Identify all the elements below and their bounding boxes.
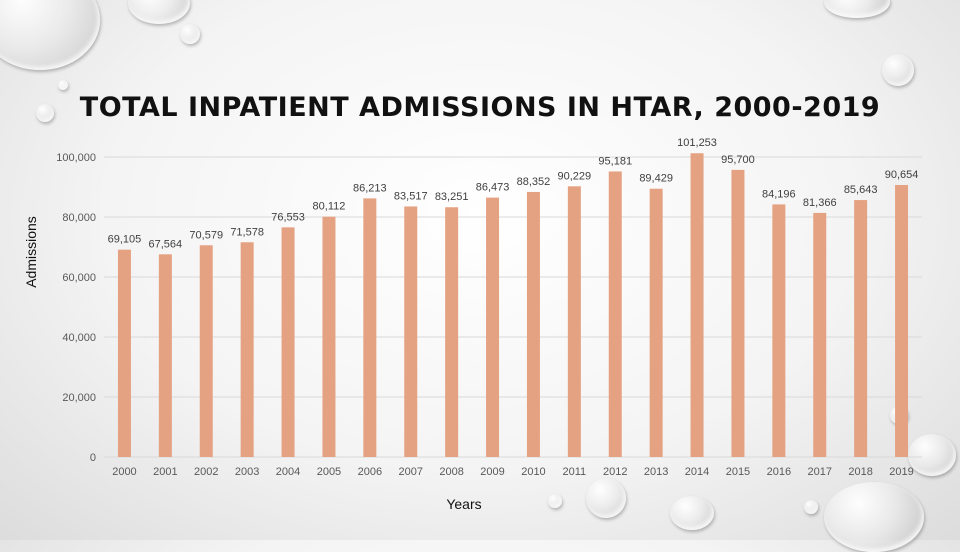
x-tick-label: 2009 bbox=[480, 466, 504, 478]
bar bbox=[895, 185, 909, 457]
data-label: 88,352 bbox=[517, 176, 551, 188]
y-axis-title: Admissions bbox=[23, 216, 39, 288]
bar bbox=[608, 171, 622, 457]
bar bbox=[526, 191, 540, 457]
bar bbox=[322, 216, 336, 457]
data-label: 84,196 bbox=[762, 188, 796, 200]
y-tick-label: 80,000 bbox=[62, 212, 96, 224]
bar bbox=[486, 197, 500, 457]
x-tick-label: 2014 bbox=[685, 466, 709, 478]
data-label: 90,654 bbox=[885, 169, 919, 181]
bar bbox=[690, 153, 704, 457]
bar bbox=[404, 206, 418, 457]
bar bbox=[363, 198, 377, 457]
data-label: 71,578 bbox=[230, 226, 264, 238]
water-drop-decoration bbox=[548, 494, 562, 508]
x-tick-label: 2007 bbox=[399, 466, 423, 478]
y-tick-label: 20,000 bbox=[62, 392, 96, 404]
water-drop-decoration bbox=[804, 500, 818, 514]
bar bbox=[117, 249, 131, 457]
bar bbox=[731, 169, 745, 457]
x-tick-label: 2013 bbox=[644, 466, 668, 478]
slide-title: TOTAL INPATIENT ADMISSIONS IN HTAR, 2000… bbox=[79, 92, 881, 123]
x-tick-label: 2012 bbox=[603, 466, 627, 478]
data-label: 85,643 bbox=[844, 184, 878, 196]
water-drop-decoration bbox=[180, 24, 200, 44]
data-label: 89,429 bbox=[639, 173, 673, 185]
x-tick-label: 2008 bbox=[439, 466, 463, 478]
data-label: 67,564 bbox=[149, 238, 183, 250]
data-label: 76,553 bbox=[271, 211, 305, 223]
data-label: 81,366 bbox=[803, 197, 837, 209]
data-label: 69,105 bbox=[108, 234, 142, 246]
x-tick-label: 2016 bbox=[767, 466, 791, 478]
data-label: 95,700 bbox=[721, 154, 755, 166]
data-label: 86,473 bbox=[476, 182, 510, 194]
data-label: 95,181 bbox=[598, 155, 632, 167]
water-drop-decoration bbox=[908, 434, 956, 476]
y-tick-label: 0 bbox=[90, 452, 96, 464]
bar bbox=[281, 227, 295, 457]
x-tick-label: 2005 bbox=[317, 466, 341, 478]
x-tick-label: 2006 bbox=[358, 466, 382, 478]
bar bbox=[240, 242, 254, 457]
y-axis-ticks: 0 20,000 40,000 60,000 80,000 100,000 bbox=[56, 152, 96, 464]
bar bbox=[199, 245, 213, 457]
x-tick-label: 2001 bbox=[153, 466, 177, 478]
water-drop-decoration bbox=[586, 478, 626, 518]
data-label: 70,579 bbox=[189, 229, 223, 241]
x-tick-label: 2004 bbox=[276, 466, 300, 478]
x-tick-label: 2010 bbox=[521, 466, 545, 478]
x-tick-label: 2015 bbox=[726, 466, 750, 478]
data-label: 101,253 bbox=[677, 137, 717, 149]
water-drop-decoration bbox=[670, 496, 714, 530]
bar bbox=[854, 200, 868, 458]
data-label: 90,229 bbox=[558, 170, 592, 182]
bar bbox=[567, 186, 581, 458]
data-label: 83,251 bbox=[435, 191, 469, 203]
data-label: 83,517 bbox=[394, 190, 428, 202]
x-tick-label: 2011 bbox=[563, 466, 587, 478]
bar bbox=[445, 207, 459, 457]
bar bbox=[158, 254, 172, 457]
water-drop-decoration bbox=[36, 104, 54, 122]
bar bbox=[813, 212, 827, 457]
x-axis-ticks: 2000 2001 2002 2003 2004 2005 2006 2007 2008 2009… bbox=[112, 466, 914, 478]
y-tick-label: 40,000 bbox=[62, 332, 96, 344]
y-tick-label: 60,000 bbox=[62, 272, 96, 284]
water-drop-decoration bbox=[882, 54, 914, 86]
data-label: 80,112 bbox=[313, 201, 346, 213]
water-drop-decoration bbox=[824, 0, 890, 18]
data-label: 86,213 bbox=[353, 182, 387, 194]
bars bbox=[117, 153, 909, 458]
x-tick-label: 2002 bbox=[194, 466, 218, 478]
x-tick-label: 2017 bbox=[808, 466, 832, 478]
x-tick-label: 2000 bbox=[112, 466, 136, 478]
y-tick-label: 100,000 bbox=[56, 152, 96, 164]
water-drop-decoration bbox=[58, 80, 68, 90]
bar bbox=[772, 204, 786, 457]
x-axis-title: Years bbox=[446, 496, 481, 512]
gridlines bbox=[104, 156, 922, 458]
x-tick-label: 2018 bbox=[848, 466, 872, 478]
x-tick-label: 2003 bbox=[235, 466, 259, 478]
data-labels: 69,105 67,564 70,579 71,578 76,553 80,112 86,2… bbox=[108, 137, 919, 250]
bar bbox=[649, 188, 663, 457]
x-tick-label: 2019 bbox=[889, 466, 913, 478]
